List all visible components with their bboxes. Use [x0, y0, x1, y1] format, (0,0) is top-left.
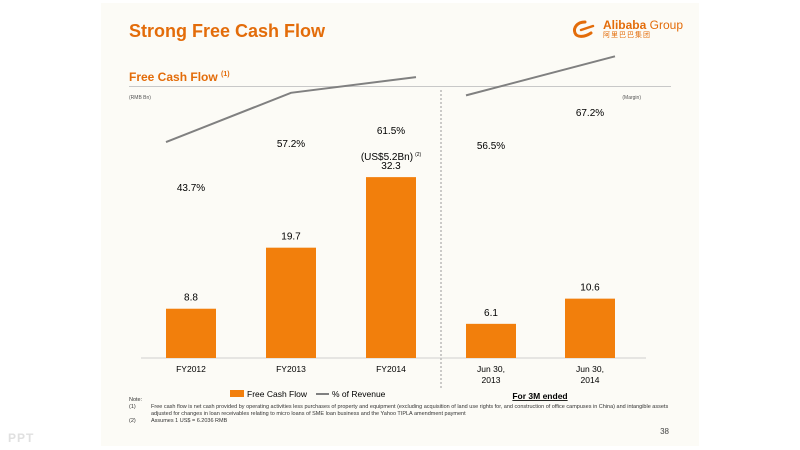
- watermark: PPT: [8, 431, 35, 445]
- page-number: 38: [660, 427, 669, 436]
- bar-fy2013: [266, 247, 316, 358]
- bar-fy2014: [366, 177, 416, 358]
- margin-value-label: 56.5%: [477, 141, 505, 152]
- margin-value-label: 43.7%: [177, 183, 205, 194]
- margin-unit-label: (Margin): [622, 95, 641, 101]
- footnote-number: (2): [129, 418, 136, 424]
- alibaba-logo-icon: [572, 20, 595, 38]
- bar-value-label: 10.6: [580, 283, 600, 294]
- footnote-2: (2) Assumes 1 US$ = 6.2036 RMB: [129, 418, 669, 425]
- bar-value-label: 8.8: [184, 293, 198, 304]
- x-tick-label: FY2014: [376, 364, 406, 374]
- x-tick-label: FY2012: [176, 364, 206, 374]
- bar-jun302013: [466, 323, 516, 358]
- footnotes: Note: (1) Free cash flow is net cash pro…: [129, 397, 669, 425]
- slide-title: Strong Free Cash Flow: [129, 21, 326, 41]
- margin-value-label: 61.5%: [377, 126, 405, 137]
- footnote-number: (1): [129, 404, 136, 410]
- subtitle-text: Free Cash Flow: [129, 70, 218, 84]
- usd-annotation: (US$5.2Bn) (2): [361, 152, 422, 163]
- subtitle-divider: [129, 86, 671, 87]
- legend-swatch-free-cash-flow: [230, 390, 244, 397]
- bar-value-label: 32.3: [381, 161, 401, 172]
- logo-name: Alibaba: [602, 17, 647, 32]
- footnote-1: (1) Free cash flow is net cash provided …: [129, 404, 669, 418]
- alibaba-logo: Alibaba Group 阿里巴巴集团: [571, 18, 683, 40]
- group-label-3m-ended: For 3M ended: [512, 391, 567, 401]
- bar-value-label: 6.1: [484, 308, 498, 319]
- x-tick-label: Jun 30, 2014: [576, 364, 604, 385]
- free-cash-flow-chart: (RMB Bn) (Margin) 8.8 19.7 32.3 6.1 10.6 FY2012…: [129, 55, 646, 401]
- slide: Strong Free Cash Flow Alibaba Group 阿里巴巴…: [101, 3, 699, 446]
- bar-fy2012: [166, 308, 216, 358]
- legend-label-percent-of-revenue: % of Revenue: [332, 389, 386, 399]
- margin-line-segment-1: [165, 76, 417, 144]
- x-tick-label: Jun 30, 2013: [477, 364, 505, 385]
- logo-chinese-name: 阿里巴巴集团: [602, 31, 651, 39]
- margin-value-label: 57.2%: [277, 139, 305, 150]
- y-axis-unit-label: (RMB Bn): [129, 95, 151, 101]
- bar-jun302014: [565, 298, 615, 358]
- subtitle-footnote-ref: (1): [221, 71, 230, 78]
- margin-value-label: 67.2%: [576, 108, 604, 119]
- chart-subtitle: Free Cash Flow (1): [129, 70, 230, 84]
- legend-label-free-cash-flow: Free Cash Flow: [247, 389, 308, 399]
- x-tick-label: FY2013: [276, 364, 306, 374]
- logo-group: Group: [649, 17, 683, 32]
- footnote-text: Assumes 1 US$ = 6.2036 RMB: [151, 418, 228, 424]
- footnote-text: Free cash flow is net cash provided by o…: [151, 404, 669, 417]
- margin-line-segment-2: [465, 55, 616, 97]
- notes-heading: Note:: [129, 397, 143, 403]
- bar-value-label: 19.7: [281, 232, 301, 243]
